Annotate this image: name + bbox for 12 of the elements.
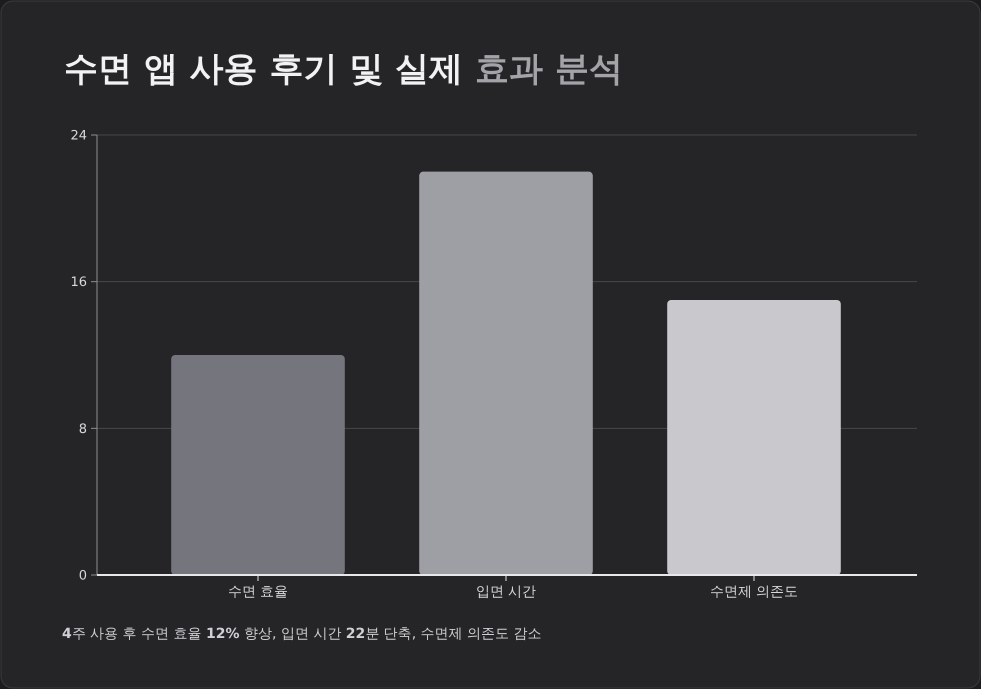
y-tick-label: 16 [70, 275, 87, 290]
bar [667, 300, 841, 575]
y-tick-label: 8 [78, 422, 87, 437]
y-tick-label: 0 [78, 568, 87, 584]
text: 4주 사용 후 수면 효율 12% 향상, 입면 시간 22분 단축, 수면제 의존도 감소 [62, 626, 542, 642]
x-tick-label: 수면제 의존도 [710, 584, 798, 600]
bar [419, 172, 593, 575]
x-tick-label: 수면 효율 [228, 584, 288, 600]
y-tick-label: 24 [70, 128, 87, 144]
chart-title: 수면 앱 사용 후기 및 실제 효과 분석 [64, 49, 623, 89]
bar [171, 355, 345, 575]
x-tick-label: 입면 시간 [476, 584, 536, 600]
